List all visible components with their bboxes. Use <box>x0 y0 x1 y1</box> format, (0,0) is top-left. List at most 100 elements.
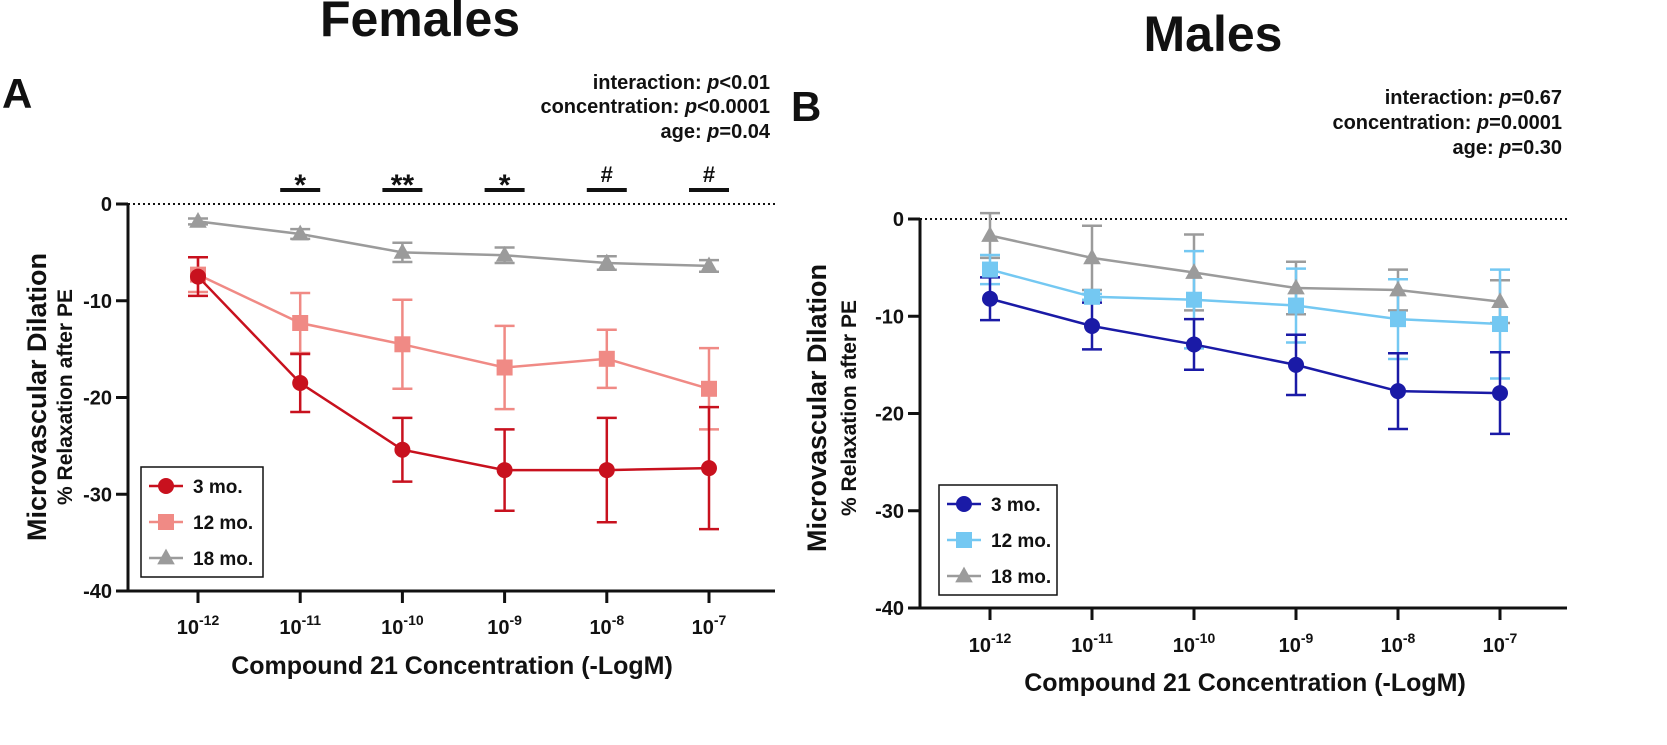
y-tick-label: -10 <box>83 291 112 313</box>
x-tick-base: 10 <box>1173 635 1195 657</box>
stat-value: =0.04 <box>719 121 770 143</box>
x-tick-base: 10 <box>969 635 991 657</box>
stat-line: interaction: p=0.67 <box>1385 87 1562 109</box>
legend-swatch-marker <box>158 514 174 530</box>
stat-line: interaction: p<0.01 <box>593 72 770 94</box>
data-point <box>1390 383 1406 400</box>
series-line <box>197 275 710 472</box>
data-point <box>393 242 412 259</box>
data-point <box>292 374 309 391</box>
x-tick-base: 10 <box>589 617 611 639</box>
significance-mark: * <box>294 169 306 202</box>
legend-swatch-marker <box>157 548 175 565</box>
stat-p-symbol: p <box>1498 137 1511 159</box>
series-18-mo <box>189 211 718 273</box>
x-tick-exponent: -8 <box>1403 630 1416 646</box>
data-point <box>598 462 615 479</box>
stat-label: age: <box>660 121 707 143</box>
series-12-mo <box>190 266 717 397</box>
series-line <box>197 220 710 268</box>
panel-letter: A <box>2 70 32 117</box>
data-point <box>495 245 514 262</box>
x-tick-base: 10 <box>487 617 509 639</box>
y-tick-label: 0 <box>893 209 904 231</box>
legend: 3 mo. 12 mo. 18 mo. <box>140 466 264 578</box>
error-bars-12-mo- <box>980 249 1510 380</box>
x-tick-exponent: -11 <box>1093 630 1113 646</box>
stat-p-symbol: p <box>706 72 719 94</box>
data-point <box>1287 278 1305 295</box>
stat-p-symbol: p <box>684 96 697 118</box>
y-tick-label: -30 <box>875 501 904 523</box>
x-tick-exponent: -7 <box>1505 630 1518 646</box>
legend-item: 12 mo. <box>149 513 253 534</box>
x-tick-label: 10-9 <box>487 612 522 639</box>
x-tick-base: 10 <box>279 617 301 639</box>
legend-item: 18 mo. <box>149 548 253 570</box>
data-point <box>1492 385 1508 402</box>
x-tick-label: 10-11 <box>1071 630 1113 657</box>
x-tick-exponent: -11 <box>302 612 322 628</box>
stat-line: concentration: p<0.0001 <box>540 96 770 118</box>
data-point <box>598 253 616 270</box>
x-tick-label: 10-7 <box>692 612 727 639</box>
legend-swatch-marker <box>955 566 973 583</box>
stat-value: =0.30 <box>1511 137 1562 159</box>
data-point <box>982 290 998 307</box>
error-bars-3-mo- <box>188 255 719 531</box>
x-axis-title: Compound 21 Concentration (-LogM) <box>1024 669 1466 697</box>
stat-label: concentration: <box>540 96 684 118</box>
data-point <box>1084 288 1100 305</box>
x-tick-label: 10-10 <box>381 612 424 639</box>
y-tick-label: -30 <box>83 484 112 506</box>
legend-item: 3 mo. <box>149 477 243 498</box>
legend-swatch-marker <box>158 478 174 494</box>
data-point <box>1390 311 1406 328</box>
error-bars-12-mo- <box>188 255 719 431</box>
data-point <box>496 359 513 376</box>
data-point <box>701 380 717 397</box>
data-point <box>292 315 309 332</box>
panel-females: Females A interaction: p<0.01concentration… <box>2 0 775 680</box>
x-tick-label: 10-7 <box>1483 630 1518 657</box>
data-point <box>190 268 206 285</box>
y-tick-label: -20 <box>875 404 904 426</box>
x-tick-exponent: -10 <box>1195 630 1215 646</box>
data-point <box>1288 356 1304 373</box>
stat-line: age: p=0.04 <box>660 121 770 143</box>
x-tick-exponent: -9 <box>509 612 522 628</box>
legend-label: 12 mo. <box>193 513 253 534</box>
y-axis-title: Microvascular Dilation <box>802 264 832 552</box>
series-12-mo <box>982 261 1508 333</box>
panel-title: Females <box>320 0 520 47</box>
x-tick-base: 10 <box>692 617 714 639</box>
y-axis-title: Microvascular Dilation <box>22 253 52 541</box>
data-point <box>1186 336 1202 353</box>
stat-p-symbol: p <box>1498 87 1511 109</box>
legend-swatch-marker <box>956 496 972 512</box>
series-line <box>197 273 710 390</box>
stat-value: =0.67 <box>1511 87 1562 109</box>
stat-label: concentration: <box>1332 112 1476 134</box>
legend-item: 3 mo. <box>947 495 1041 516</box>
series-3-mo <box>190 268 717 479</box>
series-line <box>989 268 1501 326</box>
error-bars-18-mo- <box>980 211 1510 325</box>
data-point <box>701 460 717 477</box>
series-18-mo <box>981 226 1509 309</box>
data-point <box>189 211 207 228</box>
legend-item: 12 mo. <box>947 531 1051 552</box>
x-tick-base: 10 <box>1381 635 1403 657</box>
x-tick-label: 10-11 <box>279 612 321 639</box>
x-tick-base: 10 <box>1279 635 1301 657</box>
x-tick-label: 10-12 <box>969 630 1012 657</box>
x-tick-base: 10 <box>381 617 403 639</box>
data-point <box>1389 280 1407 297</box>
x-tick-label: 10-8 <box>1381 630 1416 657</box>
legend-label: 12 mo. <box>991 531 1051 552</box>
panel-letter: B <box>791 83 821 130</box>
stat-value: <0.0001 <box>697 96 770 118</box>
x-tick-base: 10 <box>177 617 199 639</box>
